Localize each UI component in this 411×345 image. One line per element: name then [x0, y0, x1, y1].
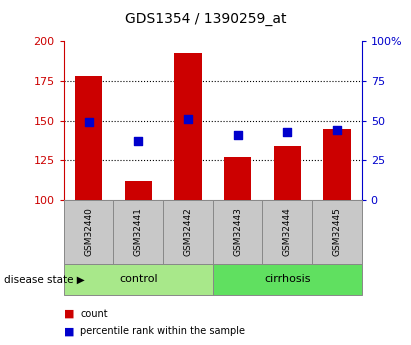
Bar — [274, 146, 301, 200]
Text: percentile rank within the sample: percentile rank within the sample — [80, 326, 245, 336]
Text: control: control — [119, 275, 157, 284]
Bar — [224, 157, 251, 200]
Text: count: count — [80, 309, 108, 319]
Text: GSM32441: GSM32441 — [134, 208, 143, 256]
Text: GSM32443: GSM32443 — [233, 208, 242, 256]
Bar — [125, 181, 152, 200]
Point — [185, 116, 191, 122]
Text: GSM32444: GSM32444 — [283, 208, 292, 256]
Text: cirrhosis: cirrhosis — [264, 275, 310, 284]
Text: ■: ■ — [64, 326, 74, 336]
Bar — [174, 52, 201, 200]
Text: GDS1354 / 1390259_at: GDS1354 / 1390259_at — [125, 12, 286, 26]
Bar — [75, 76, 102, 200]
Point — [334, 128, 340, 133]
Point — [284, 129, 291, 135]
Text: disease state ▶: disease state ▶ — [4, 275, 85, 284]
Point — [85, 120, 92, 125]
Bar — [323, 129, 351, 200]
Text: ■: ■ — [64, 309, 74, 319]
Text: GSM32440: GSM32440 — [84, 208, 93, 256]
Text: GSM32442: GSM32442 — [183, 208, 192, 256]
Point — [135, 139, 141, 144]
Point — [234, 132, 241, 138]
Text: GSM32445: GSM32445 — [332, 208, 342, 256]
